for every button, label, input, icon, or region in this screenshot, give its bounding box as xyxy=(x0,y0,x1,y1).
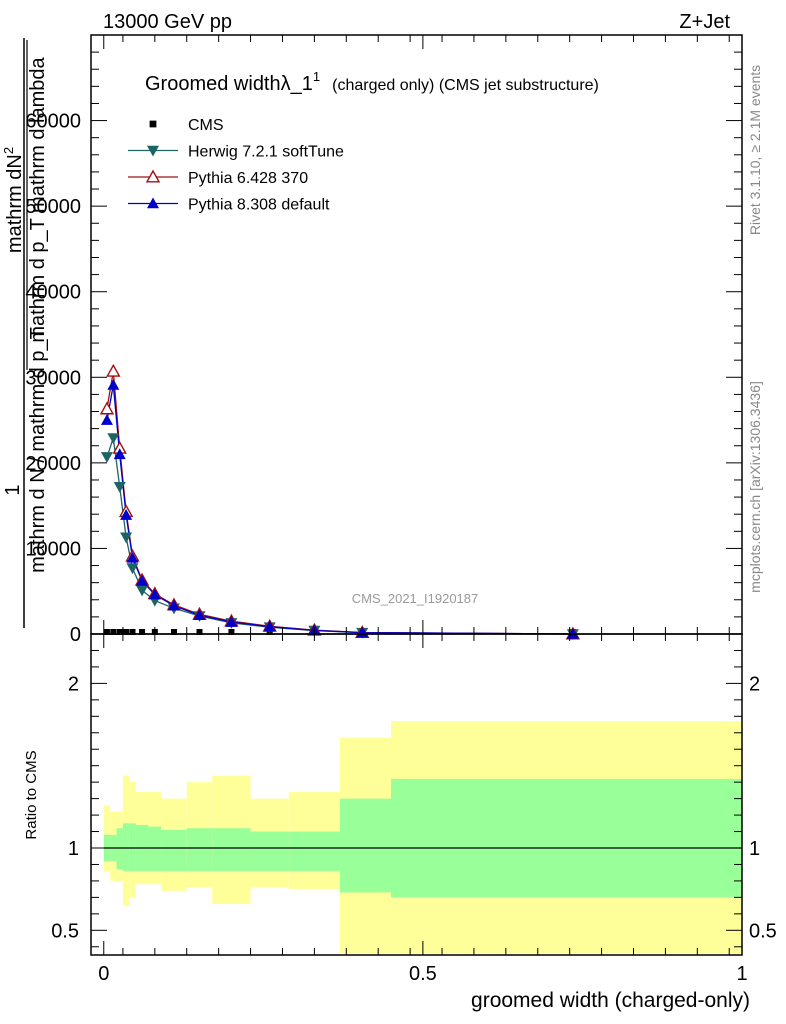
legend-label: Pythia 8.308 default xyxy=(188,197,330,214)
y-tick-label-main: 30000 xyxy=(25,367,81,389)
data-point-1 xyxy=(120,532,133,544)
data-point-3 xyxy=(136,574,149,586)
y-tick-label-main: 40000 xyxy=(25,282,81,304)
data-point-0 xyxy=(129,629,136,635)
axis-ticks xyxy=(90,35,743,955)
series-line-2 xyxy=(106,371,573,635)
legend-marker xyxy=(149,120,157,128)
y-label-frac-top: mathrm dN2 xyxy=(1,147,26,253)
x-tick-label: 0.5 xyxy=(409,963,437,985)
data-point-0 xyxy=(116,629,123,635)
y-tick-label-ratio-left: 2 xyxy=(68,673,79,695)
ratio-plot-frame xyxy=(90,633,743,956)
y-tick-label-ratio-right: 2 xyxy=(749,673,760,695)
data-point-1 xyxy=(107,433,120,445)
header-right: Z+Jet xyxy=(679,11,730,33)
analysis-label: CMS_2021_I1920187 xyxy=(352,591,479,606)
legend-marker xyxy=(147,197,159,209)
legend-marker xyxy=(147,145,159,157)
data-point-0 xyxy=(139,629,146,635)
y-tick-label-main: 60000 xyxy=(25,111,81,133)
data-point-3 xyxy=(113,448,126,460)
data-point-1 xyxy=(113,482,126,493)
data-point-3 xyxy=(100,414,113,425)
data-point-0 xyxy=(228,629,235,635)
main-y-axis-label: 1 mathrm dN2 mathrm d p_T mathrm d lambd… xyxy=(1,38,49,628)
x-tick-label: 0 xyxy=(98,963,109,985)
data-point-1 xyxy=(136,585,149,597)
ratio-y-axis-label: Ratio to CMS xyxy=(23,750,40,839)
y-label-numerator: 1 xyxy=(2,484,24,495)
plot-title-sup: 1 xyxy=(313,69,320,84)
data-point-0 xyxy=(103,629,110,635)
legend: CMS Herwig 7.2.1 softTune Pythia 6.428 370… xyxy=(128,117,344,214)
y-label-frac-bottom: mathrm d N / mathrm d p_T xyxy=(27,327,49,573)
ratio-band-stat xyxy=(148,826,162,872)
data-point-3 xyxy=(126,551,139,563)
y-tick-label-ratio-right: 0.5 xyxy=(749,920,777,942)
ratio-band-stat xyxy=(339,798,391,893)
data-point-3 xyxy=(120,509,133,520)
data-point-3 xyxy=(148,588,161,600)
data-point-1 xyxy=(100,452,113,463)
data-point-1 xyxy=(126,563,139,575)
ratio-band-stat xyxy=(122,823,130,872)
data-point-0 xyxy=(123,629,130,635)
rivet-version-label: Rivet 3.1.10, ≥ 2.1M events xyxy=(747,65,763,235)
y-tick-label-main: 50000 xyxy=(25,196,81,218)
y-tick-label-ratio-right: 1 xyxy=(749,838,760,860)
y-tick-label-main: 10000 xyxy=(25,538,81,560)
legend-label: Pythia 6.428 370 xyxy=(188,170,308,187)
y-tick-label-main: 20000 xyxy=(25,453,81,475)
ratio-band-stat xyxy=(186,828,213,872)
mcplots-label: mcplots.cern.ch [arXiv:1306.3436] xyxy=(747,381,763,593)
y-label-frac-mid: mathrm d p_T mathrm d lambda xyxy=(27,56,49,342)
ratio-band-stat xyxy=(161,829,187,872)
data-point-3 xyxy=(263,620,276,632)
data-point-0 xyxy=(110,629,117,635)
main-curves xyxy=(99,363,581,640)
plot-title: Groomed widthλ_11 (charged only) (CMS jet… xyxy=(145,69,599,95)
series-line-3 xyxy=(106,384,573,635)
legend-label: Herwig 7.2.1 softTune xyxy=(188,144,344,161)
y-tick-label-ratio-left: 1 xyxy=(68,838,79,860)
ratio-band-stat xyxy=(129,823,136,872)
ratio-bands xyxy=(103,721,742,954)
legend-label: CMS xyxy=(188,117,224,134)
legend-marker xyxy=(145,169,161,183)
ratio-band-stat xyxy=(288,831,340,872)
x-axis-label: groomed width (charged-only) xyxy=(471,989,750,1012)
plot-subtitle: (charged only) (CMS jet substructure) xyxy=(332,77,599,94)
data-point-0 xyxy=(170,629,177,635)
x-tick-label: 1 xyxy=(736,963,747,985)
ratio-band-stat xyxy=(116,828,123,870)
data-point-3 xyxy=(193,609,206,620)
data-point-2 xyxy=(99,401,115,415)
data-point-2 xyxy=(106,363,121,377)
data-point-3 xyxy=(225,616,238,627)
header-left: 13000 GeV pp xyxy=(103,11,232,33)
data-point-3 xyxy=(167,599,180,611)
data-point-3 xyxy=(107,378,120,390)
ratio-band-stat xyxy=(212,828,251,872)
data-point-0 xyxy=(196,629,203,635)
ratio-band-stat xyxy=(390,778,742,898)
y-tick-label-ratio-left: 0.5 xyxy=(51,920,79,942)
plot-title-main: Groomed widthλ_1 xyxy=(145,73,313,95)
ratio-band-stat xyxy=(250,831,289,872)
y-tick-label-main: 0 xyxy=(70,624,81,646)
